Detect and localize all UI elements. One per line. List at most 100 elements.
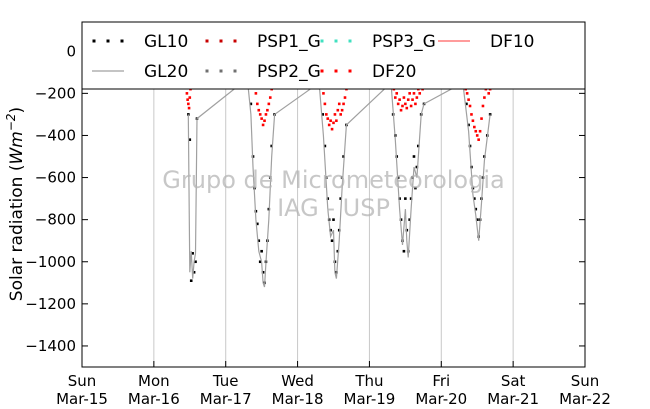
- point-df20-55: [411, 98, 414, 101]
- x-tick-date-mar-17: Mar-17: [200, 390, 252, 408]
- x-tick-day-mar-21: Sat: [501, 372, 526, 390]
- point-gl10-25: [321, 113, 325, 116]
- x-tick-day-mar-19: Thu: [354, 372, 383, 390]
- legend-label-psp2-g: PSP2_G: [257, 62, 321, 82]
- ylabel-exponent: −2: [4, 113, 18, 131]
- legend-item-df20: DF20: [320, 62, 417, 82]
- legend-item-df10: DF10: [438, 32, 535, 52]
- point-df20-34: [337, 102, 341, 106]
- point-df20-43: [393, 96, 397, 99]
- point-gl10-1: [188, 138, 192, 141]
- point-df20-23: [322, 92, 325, 95]
- point-df20-29: [330, 127, 334, 131]
- ylabel-unit: Wm: [7, 131, 27, 164]
- point-df20-3: [187, 106, 191, 110]
- legend: GL10 GL20 PSP1_G PSP2_G PSP3_G DF20 DF10: [81, 21, 586, 90]
- legend-label-psp1-g: PSP1_G: [257, 32, 321, 52]
- point-gl10-12: [256, 222, 259, 226]
- point-gl10-35: [336, 249, 340, 253]
- point-df20-28: [329, 119, 332, 123]
- point-gl10-39: [342, 155, 345, 158]
- point-gl10-54: [409, 197, 413, 200]
- point-df20-81: [487, 92, 491, 95]
- y-tick-label--1200: −1200: [25, 295, 76, 313]
- ylabel-prefix: Solar radiation (: [7, 165, 27, 302]
- legend-marker-psp3-g-2: [348, 39, 352, 43]
- x-tick-day-mar-15: Sun: [68, 372, 97, 390]
- point-df20-72: [474, 129, 478, 133]
- legend-marker-gl10-0: [92, 39, 96, 43]
- y-tick-label--400: −400: [35, 126, 76, 144]
- legend-marker-psp3-g-1: [334, 39, 338, 43]
- point-df20-15: [264, 113, 268, 116]
- legend-item-psp3-g: PSP3_G: [320, 32, 436, 52]
- x-tick-date-mar-15: Mar-15: [56, 390, 108, 408]
- point-gl10-55: [411, 176, 414, 179]
- point-gl10-22: [270, 144, 274, 148]
- y-axis-label: Solar radiation (Wm−2): [4, 107, 27, 301]
- x-tick-day-mar-18: Wed: [281, 372, 314, 390]
- point-df20-58: [415, 96, 419, 99]
- point-df20-1: [186, 98, 189, 101]
- point-df20-44: [395, 92, 399, 95]
- point-df20-56: [412, 92, 416, 95]
- point-df20-67: [467, 98, 470, 101]
- x-tick-day-mar-16: Mon: [138, 372, 170, 390]
- point-df20-66: [465, 92, 469, 95]
- point-df20-0: [185, 92, 189, 95]
- point-gl10-69: [474, 207, 478, 211]
- point-df20-53: [408, 92, 411, 95]
- legend-item-gl10: GL10: [92, 32, 188, 52]
- legend-marker-psp1-g-1: [219, 39, 223, 43]
- point-df20-77: [481, 104, 485, 108]
- point-df20-27: [327, 123, 331, 127]
- y-tick-label--800: −800: [35, 211, 76, 229]
- legend-marker-df20-0: [320, 69, 324, 73]
- point-gl10-53: [408, 218, 411, 221]
- point-df20-73: [475, 134, 479, 137]
- point-gl10-26: [323, 144, 327, 148]
- x-tick-day-mar-20: Fri: [432, 372, 450, 390]
- point-gl10-31: [330, 239, 334, 243]
- series-line-gl20: [187, 77, 491, 288]
- legend-marker-psp2-g-0: [205, 69, 209, 73]
- point-df20-38: [343, 96, 347, 99]
- legend-label-df10: DF10: [490, 32, 535, 52]
- point-gl10-37: [339, 197, 342, 200]
- point-df20-71: [473, 125, 476, 129]
- point-gl10-46: [398, 197, 401, 200]
- y-axis: 0 −200 −400 −600 −800 −1000 −1200 −1400: [25, 42, 585, 355]
- point-df20-49: [402, 96, 406, 99]
- legend-marker-psp3-g-0: [320, 39, 324, 43]
- point-df20-36: [340, 108, 344, 112]
- point-gl10-57: [414, 186, 417, 190]
- point-df20-17: [267, 102, 271, 106]
- y-tick-label--1400: −1400: [25, 337, 76, 355]
- point-gl10-32: [332, 218, 335, 221]
- point-df20-12: [260, 117, 263, 120]
- legend-item-psp1-g: PSP1_G: [205, 32, 321, 52]
- point-gl10-16: [261, 270, 265, 274]
- legend-marker-gl10-2: [120, 39, 124, 43]
- watermark-line-1: IAG - USP: [277, 194, 390, 222]
- point-df20-47: [399, 108, 403, 112]
- point-df20-4: [188, 96, 192, 99]
- point-df20-25: [325, 113, 328, 116]
- point-df20-33: [336, 108, 340, 112]
- ylabel-suffix: ): [7, 107, 27, 114]
- point-gl10-68: [473, 197, 476, 200]
- point-gl10-70: [475, 218, 479, 221]
- x-axis: SunMar-15MonMar-16TueMar-17WedMar-18ThuM…: [56, 361, 611, 408]
- point-df20-70: [471, 119, 475, 123]
- point-df20-30: [332, 121, 335, 125]
- point-gl10-30: [329, 228, 332, 232]
- point-gl10-58: [415, 165, 419, 169]
- point-df20-11: [258, 113, 262, 116]
- x-tick-day-mar-17: Tue: [212, 372, 239, 390]
- point-df20-78: [483, 96, 486, 99]
- series-gl20: [187, 77, 491, 288]
- point-gl10-64: [467, 123, 470, 127]
- point-df20-9: [256, 102, 259, 106]
- x-tick-date-mar-16: Mar-16: [128, 390, 180, 408]
